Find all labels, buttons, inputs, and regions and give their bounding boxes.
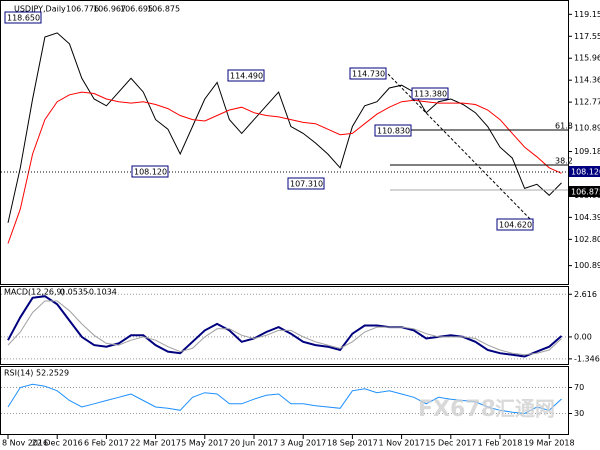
y-tick-label: 0.00 [574, 332, 592, 341]
x-tick-label: 6 Feb 2017 [84, 439, 129, 448]
y-tick-label: 110.890 [574, 123, 600, 132]
ohlc-value: 106.875 [147, 5, 180, 14]
annotation-box [411, 87, 449, 100]
annotation: 110.830 [377, 127, 410, 136]
annotation: 113.380 [414, 90, 447, 99]
annotation-box [131, 165, 169, 178]
annotation-box [374, 124, 412, 137]
ohlc-value: 106.776 [66, 5, 99, 14]
y-tick-label: 100.890 [574, 261, 600, 270]
price-box-label: 106.875 [571, 188, 600, 197]
fib-label: 61.8 [555, 122, 573, 131]
y-tick-label: 104.395 [574, 213, 600, 222]
y-tick-label: 117.555 [574, 32, 600, 41]
x-tick-label: 1 Feb 2018 [478, 439, 523, 448]
price-panel [0, 0, 569, 285]
annotation-box [496, 218, 534, 231]
annotation-box [227, 69, 265, 82]
annotation-box [349, 67, 387, 80]
series-line [7, 383, 562, 415]
x-tick-label: 5 May 2017 [181, 439, 228, 448]
watermark: FX678 [418, 397, 496, 422]
watermark: 汇通网 [495, 397, 555, 421]
annotation: 104.620 [499, 221, 532, 230]
ohlc-value: 106.967 [93, 5, 126, 14]
fib-label: 38.2 [555, 157, 573, 166]
symbol: USDJPY,Daily [14, 5, 66, 14]
series-line [7, 32, 562, 223]
level-box [569, 166, 600, 177]
annotation: 114.490 [230, 72, 263, 81]
macd-reading: -0.1034 [86, 288, 117, 297]
x-tick-label: 18 Sep 2017 [327, 439, 378, 448]
annotation: 114.730 [352, 70, 385, 79]
x-tick-label: 3 Aug 2017 [280, 439, 326, 448]
rsi-title: RSI(14) [4, 369, 33, 378]
x-tick-label: 19 Mar 2018 [524, 439, 575, 448]
x-tick-label: 15 Dec 2017 [425, 439, 476, 448]
x-tick-label: 20 Jun 2017 [230, 439, 278, 448]
x-tick-label: 8 Nov 2016 [2, 439, 48, 448]
price-box [569, 186, 600, 197]
y-tick-label: 119.150 [574, 10, 600, 19]
annotation-box [4, 11, 42, 24]
y-tick-label: 115.960 [574, 54, 600, 63]
y-tick-label: 30 [574, 409, 584, 418]
macd-reading: 0.0535 [60, 288, 88, 297]
y-tick-label: 102.800 [574, 235, 600, 244]
y-tick-label: 114.365 [574, 76, 600, 85]
series-line [7, 300, 562, 356]
y-tick-label: 70 [574, 383, 584, 392]
macd-title: MACD(12,26,9) [4, 288, 65, 297]
level-box-label: 108.120 [571, 168, 600, 177]
annotation-box [287, 177, 325, 190]
y-tick-label: 109.180 [574, 147, 600, 156]
y-tick-label: 112.770 [574, 98, 600, 107]
x-tick-label: 22 Dec 2016 [32, 439, 83, 448]
ohlc-value: 106.695 [120, 5, 153, 14]
annotation: 118.650 [7, 14, 40, 23]
macd-panel [0, 286, 569, 365]
x-tick-label: 22 Mar 2017 [130, 439, 181, 448]
rsi-reading: 52.2529 [36, 369, 69, 378]
annotation: 108.120 [134, 168, 167, 177]
series-line [7, 91, 562, 244]
y-tick-label: 2.616 [574, 290, 597, 299]
y-tick-label: -1.3467 [574, 354, 600, 363]
annotation: 107.310 [290, 180, 323, 189]
x-tick-label: 1 Nov 2017 [379, 439, 425, 448]
rsi-panel [0, 366, 569, 435]
